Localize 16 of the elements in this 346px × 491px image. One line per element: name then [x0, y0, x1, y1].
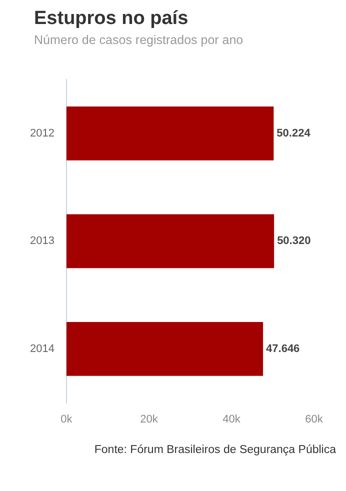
bar — [66, 322, 264, 376]
data-label: 50.224 — [276, 128, 312, 140]
chart-title: Estupros no país — [34, 8, 190, 30]
x-tick-label: 0k — [60, 413, 73, 426]
x-tick-label: 60k — [305, 413, 324, 426]
x-tick-label: 40k — [222, 413, 241, 426]
data-label: 50.320 — [277, 235, 311, 248]
y-tick-label: 2014 — [30, 342, 54, 355]
bar — [66, 106, 274, 160]
data-label: 47.646 — [266, 342, 300, 355]
chart-subtitle: Número de casos registrados por ano — [34, 33, 244, 47]
y-tick-label: 2012 — [30, 128, 54, 140]
bar — [66, 214, 274, 268]
source-note: Fonte: Fórum Brasileiros de Segurança Pública — [93, 444, 336, 456]
x-tick-label: 20k — [140, 413, 158, 426]
y-tick-label: 2013 — [30, 235, 54, 248]
